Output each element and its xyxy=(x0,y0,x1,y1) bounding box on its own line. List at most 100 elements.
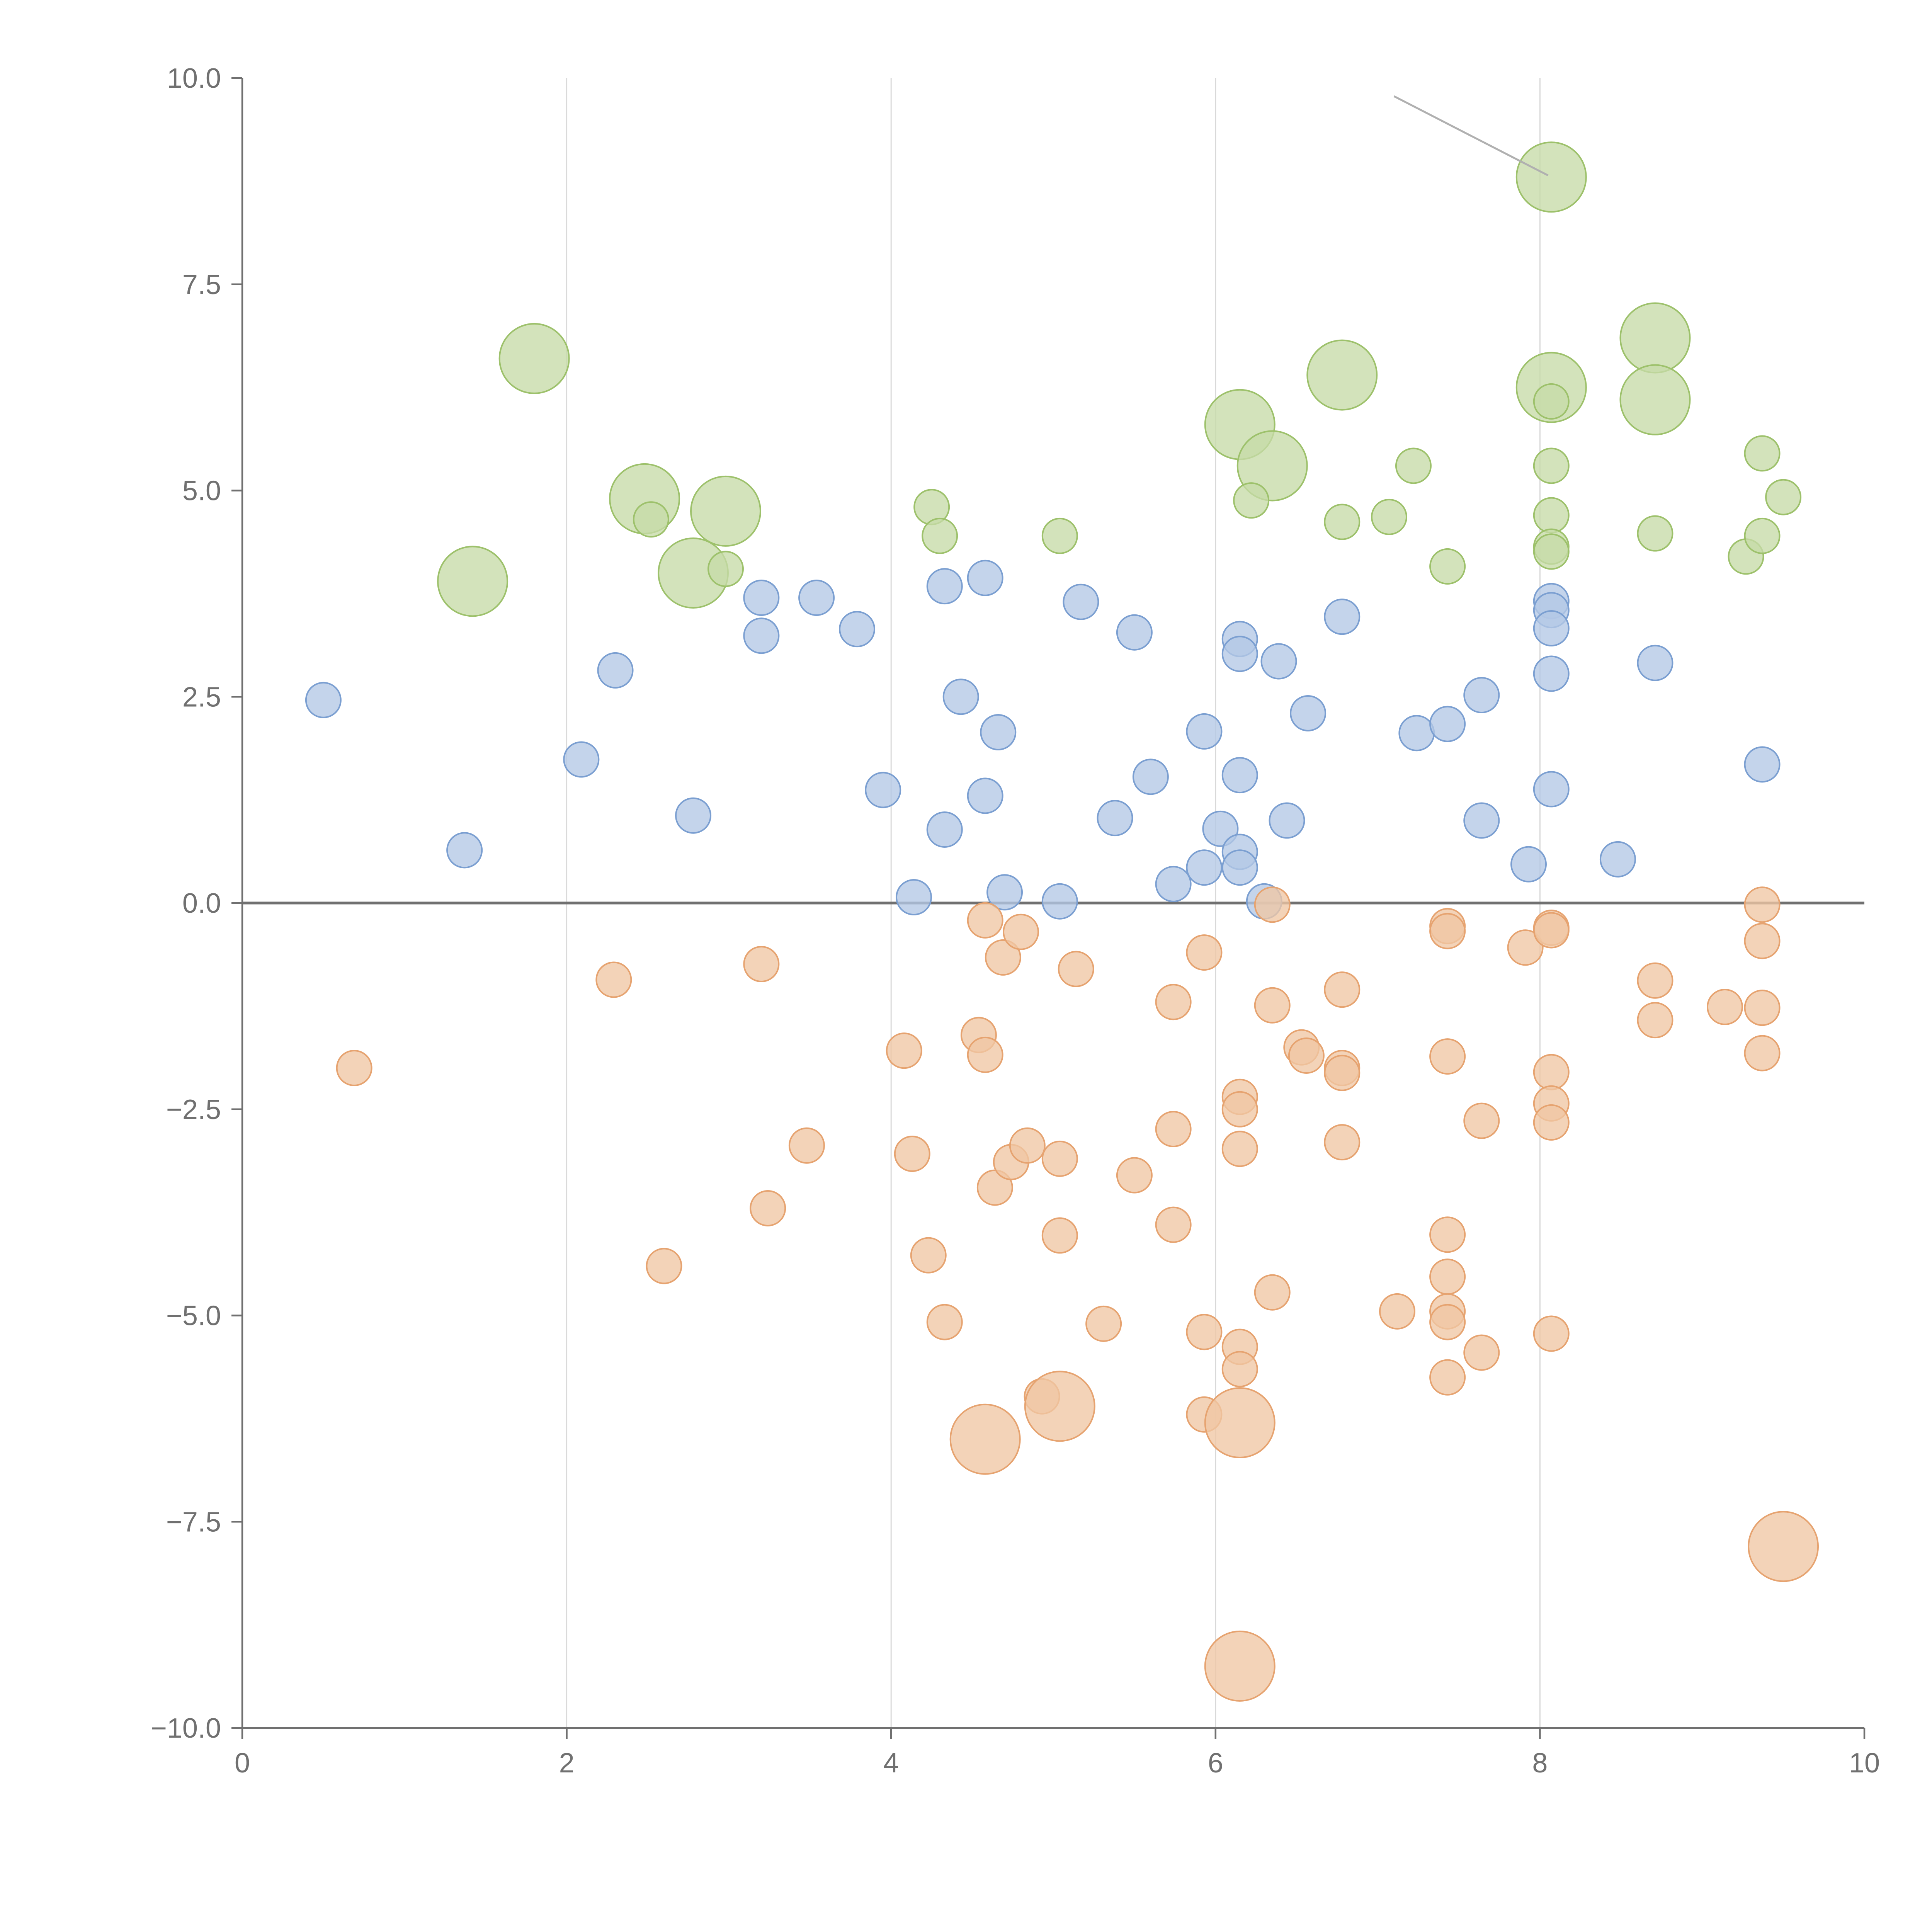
x-tick-label-0: 0 xyxy=(235,1748,250,1779)
green-bubble-17 xyxy=(1429,548,1466,585)
orange-bubble-24 xyxy=(1085,1305,1122,1342)
green-bubble-4 xyxy=(690,475,762,547)
blue-bubble-25 xyxy=(1186,849,1223,886)
orange-bubble-34 xyxy=(1221,1131,1258,1167)
green-bubble-30 xyxy=(1744,435,1781,472)
orange-bubble-28 xyxy=(1155,1206,1192,1243)
blue-bubble-1 xyxy=(446,832,483,869)
orange-bubble-3 xyxy=(743,946,780,982)
blue-bubble-3 xyxy=(597,652,634,689)
orange-bubble-22 xyxy=(1024,1371,1095,1442)
green-bubble-29 xyxy=(1744,517,1781,554)
green-bubble-0 xyxy=(498,323,570,394)
blue-bubble-10 xyxy=(895,879,932,916)
annotation-layer xyxy=(1393,95,1549,177)
orange-bubble-65 xyxy=(1533,1315,1570,1352)
orange-bubble-17 xyxy=(1003,913,1039,950)
blue-bubble-39 xyxy=(1463,677,1500,713)
orange-bubble-15 xyxy=(985,939,1021,976)
orange-bubble-4 xyxy=(750,1190,786,1226)
orange-bubble-26 xyxy=(1155,984,1192,1020)
y-tick-label-7.5: 7.5 xyxy=(182,269,221,300)
orange-bubble-8 xyxy=(910,1237,947,1274)
green-bubble-27 xyxy=(1637,515,1673,552)
x-tick-label-2: 2 xyxy=(559,1748,575,1779)
orange-bubble-0 xyxy=(336,1050,372,1086)
blue-bubble-5 xyxy=(743,580,780,616)
green-bubble-31 xyxy=(1765,479,1802,515)
blue-bubble-35 xyxy=(1290,695,1327,731)
y-tick-label--7.5: −7.5 xyxy=(166,1507,221,1537)
blue-bubble-19 xyxy=(1063,583,1099,620)
orange-bubble-55 xyxy=(1429,1304,1466,1340)
green-bubble-20 xyxy=(1533,383,1570,420)
blue-bubble-46 xyxy=(1533,771,1570,808)
blue-bubble-47 xyxy=(1599,841,1636,878)
orange-bubble-73 xyxy=(1748,1511,1819,1582)
orange-bubble-39 xyxy=(1254,886,1291,923)
orange-bubble-67 xyxy=(1637,1002,1673,1039)
orange-bubble-59 xyxy=(1507,929,1544,966)
x-tick-label-10: 10 xyxy=(1849,1748,1880,1779)
green-bubble-18 xyxy=(1515,141,1587,213)
blue-bubble-4 xyxy=(675,797,712,834)
blue-bubble-9 xyxy=(865,772,901,808)
orange-bubble-7 xyxy=(894,1136,930,1172)
orange-bubble-40 xyxy=(1254,987,1291,1024)
blue-bubble-41 xyxy=(1510,846,1547,883)
y-tick-label-5: 5.0 xyxy=(182,476,221,507)
orange-bubble-64 xyxy=(1533,1104,1570,1141)
x-tick-label-8: 8 xyxy=(1532,1748,1548,1779)
blue-bubble-6 xyxy=(743,617,780,654)
blue-bubble-37 xyxy=(1398,715,1435,752)
orange-bubble-53 xyxy=(1429,1259,1466,1295)
orange-bubble-70 xyxy=(1744,923,1781,959)
blue-bubble-28 xyxy=(1221,636,1258,672)
green-bubble-8 xyxy=(922,517,958,554)
blue-bubble-15 xyxy=(967,777,1003,814)
green-bubble-24 xyxy=(1533,533,1570,570)
orange-bubble-1 xyxy=(595,961,632,998)
orange-bubble-72 xyxy=(1744,1035,1781,1071)
y-tick-label-0: 0.0 xyxy=(182,888,221,919)
orange-bubble-43 xyxy=(1288,1037,1325,1074)
orange-bubble-27 xyxy=(1155,1111,1192,1147)
orange-bubble-46 xyxy=(1324,1054,1361,1091)
orange-bubble-69 xyxy=(1744,886,1781,923)
blue-bubble-18 xyxy=(1041,883,1078,920)
green-bubble-6 xyxy=(707,551,744,587)
blue-bubble-44 xyxy=(1533,610,1570,647)
orange-bubble-62 xyxy=(1533,1054,1570,1090)
orange-bubble-20 xyxy=(1041,1140,1078,1177)
orange-bubble-11 xyxy=(967,1036,1003,1073)
blue-bubble-11 xyxy=(926,568,963,605)
blue-bubble-48 xyxy=(1637,645,1673,681)
orange-bubble-30 xyxy=(1186,1314,1223,1350)
bubble-layer xyxy=(305,141,1819,1702)
y-tick-label--10: −10.0 xyxy=(151,1713,221,1744)
annotation-leader-line-0 xyxy=(1393,95,1549,177)
green-bubble-22 xyxy=(1533,497,1570,534)
blue-bubble-17 xyxy=(986,874,1023,911)
green-bubble-9 xyxy=(1041,517,1078,554)
x-tick-label-4: 4 xyxy=(883,1748,899,1779)
green-bubble-21 xyxy=(1533,447,1570,484)
orange-bubble-25 xyxy=(1116,1157,1153,1194)
green-bubble-1 xyxy=(437,546,509,617)
blue-bubble-7 xyxy=(798,580,835,616)
blue-bubble-38 xyxy=(1429,706,1466,742)
blue-bubble-13 xyxy=(942,679,979,715)
orange-bubble-47 xyxy=(1324,1124,1361,1161)
blue-bubble-36 xyxy=(1324,599,1361,635)
y-tick-label--2.5: −2.5 xyxy=(166,1094,221,1125)
blue-bubble-24 xyxy=(1186,713,1223,750)
axis-layer: 0 2 4 6 8 10 10.0 7.5 5.0 2.5 0.0 −2.5 −5.0 −7.5 −10.0 xyxy=(151,63,1880,1779)
blue-bubble-16 xyxy=(980,714,1017,751)
orange-bubble-68 xyxy=(1706,989,1743,1026)
orange-bubble-58 xyxy=(1463,1334,1500,1371)
blue-bubble-8 xyxy=(839,611,876,648)
orange-bubble-61 xyxy=(1533,912,1570,949)
orange-bubble-29 xyxy=(1186,934,1223,971)
green-bubble-26 xyxy=(1619,364,1691,435)
